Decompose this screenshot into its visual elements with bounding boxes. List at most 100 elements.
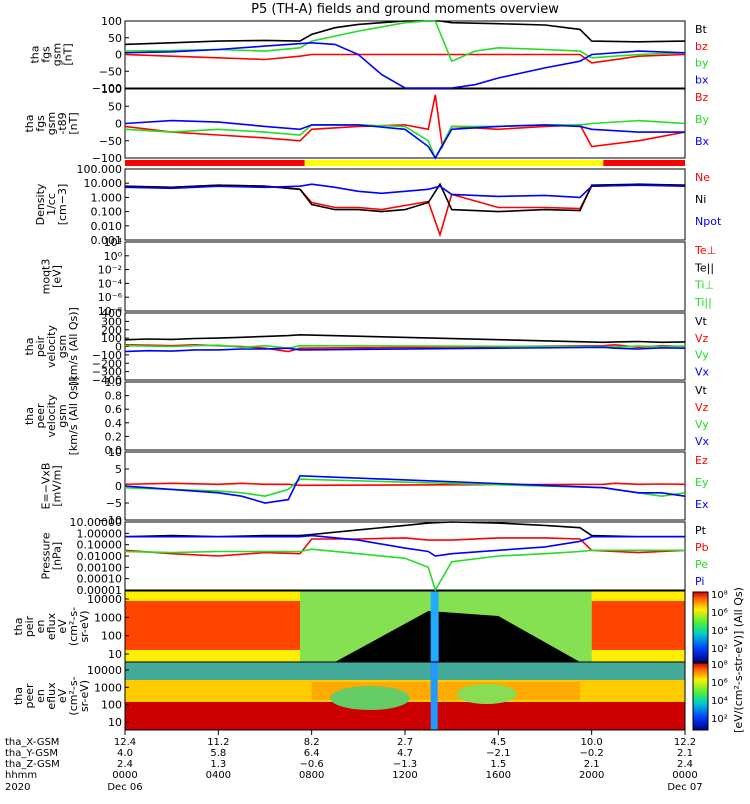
x-row-value: 0000 bbox=[112, 770, 137, 781]
y-axis-label-line: peer bbox=[34, 403, 47, 429]
legend-entry: Vt bbox=[695, 384, 708, 397]
colorbar-top bbox=[692, 591, 709, 663]
y-tick-label: 0 bbox=[115, 480, 122, 493]
y-axis-label-line: tha bbox=[12, 687, 25, 705]
series-line-Bx-fgsdip bbox=[124, 119, 685, 160]
x-row-label: tha_X-GSM bbox=[5, 737, 59, 748]
y-tick-label: 10⁴ bbox=[104, 236, 123, 249]
spectrogram-stripe bbox=[430, 662, 438, 730]
y-tick-label: 100 bbox=[101, 699, 122, 712]
y-axis-label-line: [eV] bbox=[51, 265, 64, 288]
y-tick-label: 10 bbox=[108, 648, 122, 661]
legend-entry: Bz bbox=[695, 91, 709, 104]
spectrogram-low bbox=[125, 702, 685, 730]
y-axis-label-line: eV bbox=[56, 619, 69, 634]
legend-entry: Ez bbox=[695, 454, 708, 467]
colorbar-tick: 10⁴ bbox=[711, 696, 728, 707]
x-row-value: 10.0 bbox=[581, 737, 603, 748]
series-line-Pt-pressure bbox=[124, 521, 685, 538]
y-tick-label: 0.010 bbox=[91, 220, 123, 233]
y-axis-label-line: (cm²-s- bbox=[67, 676, 80, 715]
y-axis-label-line: tha bbox=[23, 407, 36, 425]
colorbar-tick: 10² bbox=[711, 714, 728, 725]
x-row-value: −0.2 bbox=[580, 748, 604, 759]
y-tick-label: 100 bbox=[101, 630, 122, 643]
legend-entry: Ey bbox=[695, 476, 709, 489]
x-row-value: 1600 bbox=[486, 770, 511, 781]
series-line-Ez-efield bbox=[124, 482, 686, 487]
legend-entry: Te⊥ bbox=[694, 244, 716, 257]
series-line-Pi-pressure bbox=[125, 534, 685, 557]
x-row-label: hhmm bbox=[5, 770, 37, 781]
y-tick-label: 0.0 bbox=[105, 444, 123, 457]
y-axis-label-line: velocity bbox=[45, 325, 58, 368]
series-line-Vt-peirv bbox=[124, 333, 686, 344]
legend-entry: Vy bbox=[695, 349, 709, 362]
spectrogram-dark bbox=[335, 611, 580, 662]
x-row-value: 2.1 bbox=[677, 748, 693, 759]
y-tick-label: 0.6 bbox=[105, 403, 123, 416]
panel-frame bbox=[124, 381, 686, 451]
series-line-bz-fgs bbox=[124, 53, 686, 64]
legend-entry: Ni bbox=[695, 193, 706, 206]
panel-frame bbox=[124, 241, 686, 312]
colorbar-tick: 10⁶ bbox=[711, 678, 728, 689]
y-tick-label: 5 bbox=[115, 463, 122, 476]
panel-pressure: 10.000001.000000.100000.010000.001000.00… bbox=[40, 516, 709, 597]
x-row-value: 1.5 bbox=[490, 759, 506, 770]
x-row-value: 4.0 bbox=[117, 748, 133, 759]
y-axis-label: thafgsgsm-t89[nT] bbox=[23, 112, 80, 135]
x-row-value: 6.4 bbox=[304, 748, 320, 759]
x-row-value: 8.2 bbox=[304, 737, 320, 748]
x-row-value: −2.1 bbox=[486, 748, 510, 759]
y-tick-label: 0.00100 bbox=[77, 561, 123, 574]
y-tick-label: 200 bbox=[101, 324, 122, 337]
x-row-label: tha_Z-GSM bbox=[5, 759, 60, 770]
colorbar-tick: 10⁴ bbox=[711, 626, 728, 637]
y-axis-label-line: moqt3 bbox=[40, 259, 53, 295]
y-tick-label: 10⁻⁶ bbox=[98, 291, 123, 304]
x-row-value: 1200 bbox=[392, 770, 417, 781]
series-line-Ni-density bbox=[124, 182, 686, 213]
y-tick-label: 0.4 bbox=[105, 417, 123, 430]
legend-entry: Bt bbox=[695, 23, 708, 36]
legend-entry: Vz bbox=[695, 401, 709, 414]
y-axis-label-line: [cm−3] bbox=[56, 184, 69, 226]
legend-entry: Vx bbox=[695, 435, 710, 448]
y-tick-label: 0 bbox=[115, 341, 122, 354]
y-axis-label-line: peir bbox=[34, 335, 47, 357]
x-row-value: 0400 bbox=[206, 770, 231, 781]
x-row-value: 11.2 bbox=[207, 737, 229, 748]
y-tick-label: 0 bbox=[115, 118, 122, 131]
y-tick-label: −200 bbox=[92, 357, 122, 370]
y-tick-label: 1000 bbox=[94, 681, 122, 694]
y-tick-label: 10000 bbox=[87, 664, 122, 677]
y-tick-label: −50 bbox=[99, 65, 122, 78]
y-tick-label: −300 bbox=[92, 366, 122, 379]
y-axis-label-line: peir bbox=[23, 615, 36, 637]
y-tick-label: 0.001 bbox=[91, 234, 123, 247]
legend-entry: Vz bbox=[695, 332, 709, 345]
series-line-By-fgsdip bbox=[124, 119, 686, 160]
chart-title: P5 (TH-A) fields and ground moments over… bbox=[251, 2, 559, 17]
y-tick-label: 10⁻² bbox=[98, 264, 122, 277]
series-line-Bt-fgs bbox=[124, 20, 686, 46]
y-tick-label: 0.2 bbox=[105, 430, 123, 443]
x-row-value: 4.7 bbox=[397, 748, 413, 759]
y-tick-label: 300 bbox=[101, 315, 122, 328]
series-line-by-fgs bbox=[124, 20, 686, 63]
y-tick-label: −5 bbox=[106, 497, 122, 510]
y-axis-label-line: tha bbox=[23, 114, 36, 132]
state-bar bbox=[125, 160, 685, 166]
y-axis-label-line: gsm bbox=[45, 112, 58, 135]
spectrogram-blob bbox=[330, 686, 410, 710]
panel-fgs: 100 50 0 −50 −100 thafgsgsm[nT] Bt bz by bx bbox=[29, 15, 709, 95]
y-axis-label: thapeerenefluxeV(cm²-s-sr-eV) bbox=[12, 676, 91, 715]
x-row-value: 2.4 bbox=[677, 759, 693, 770]
y-axis-label-line: E=−VxB bbox=[40, 463, 53, 510]
legend-entry: bx bbox=[695, 73, 709, 86]
y-axis-label-line: [km/s (All Qs)] bbox=[67, 307, 80, 386]
y-tick-label: 100.000 bbox=[77, 163, 123, 176]
y-axis-label-line: en bbox=[34, 689, 47, 703]
y-tick-label: −10 bbox=[99, 514, 122, 527]
